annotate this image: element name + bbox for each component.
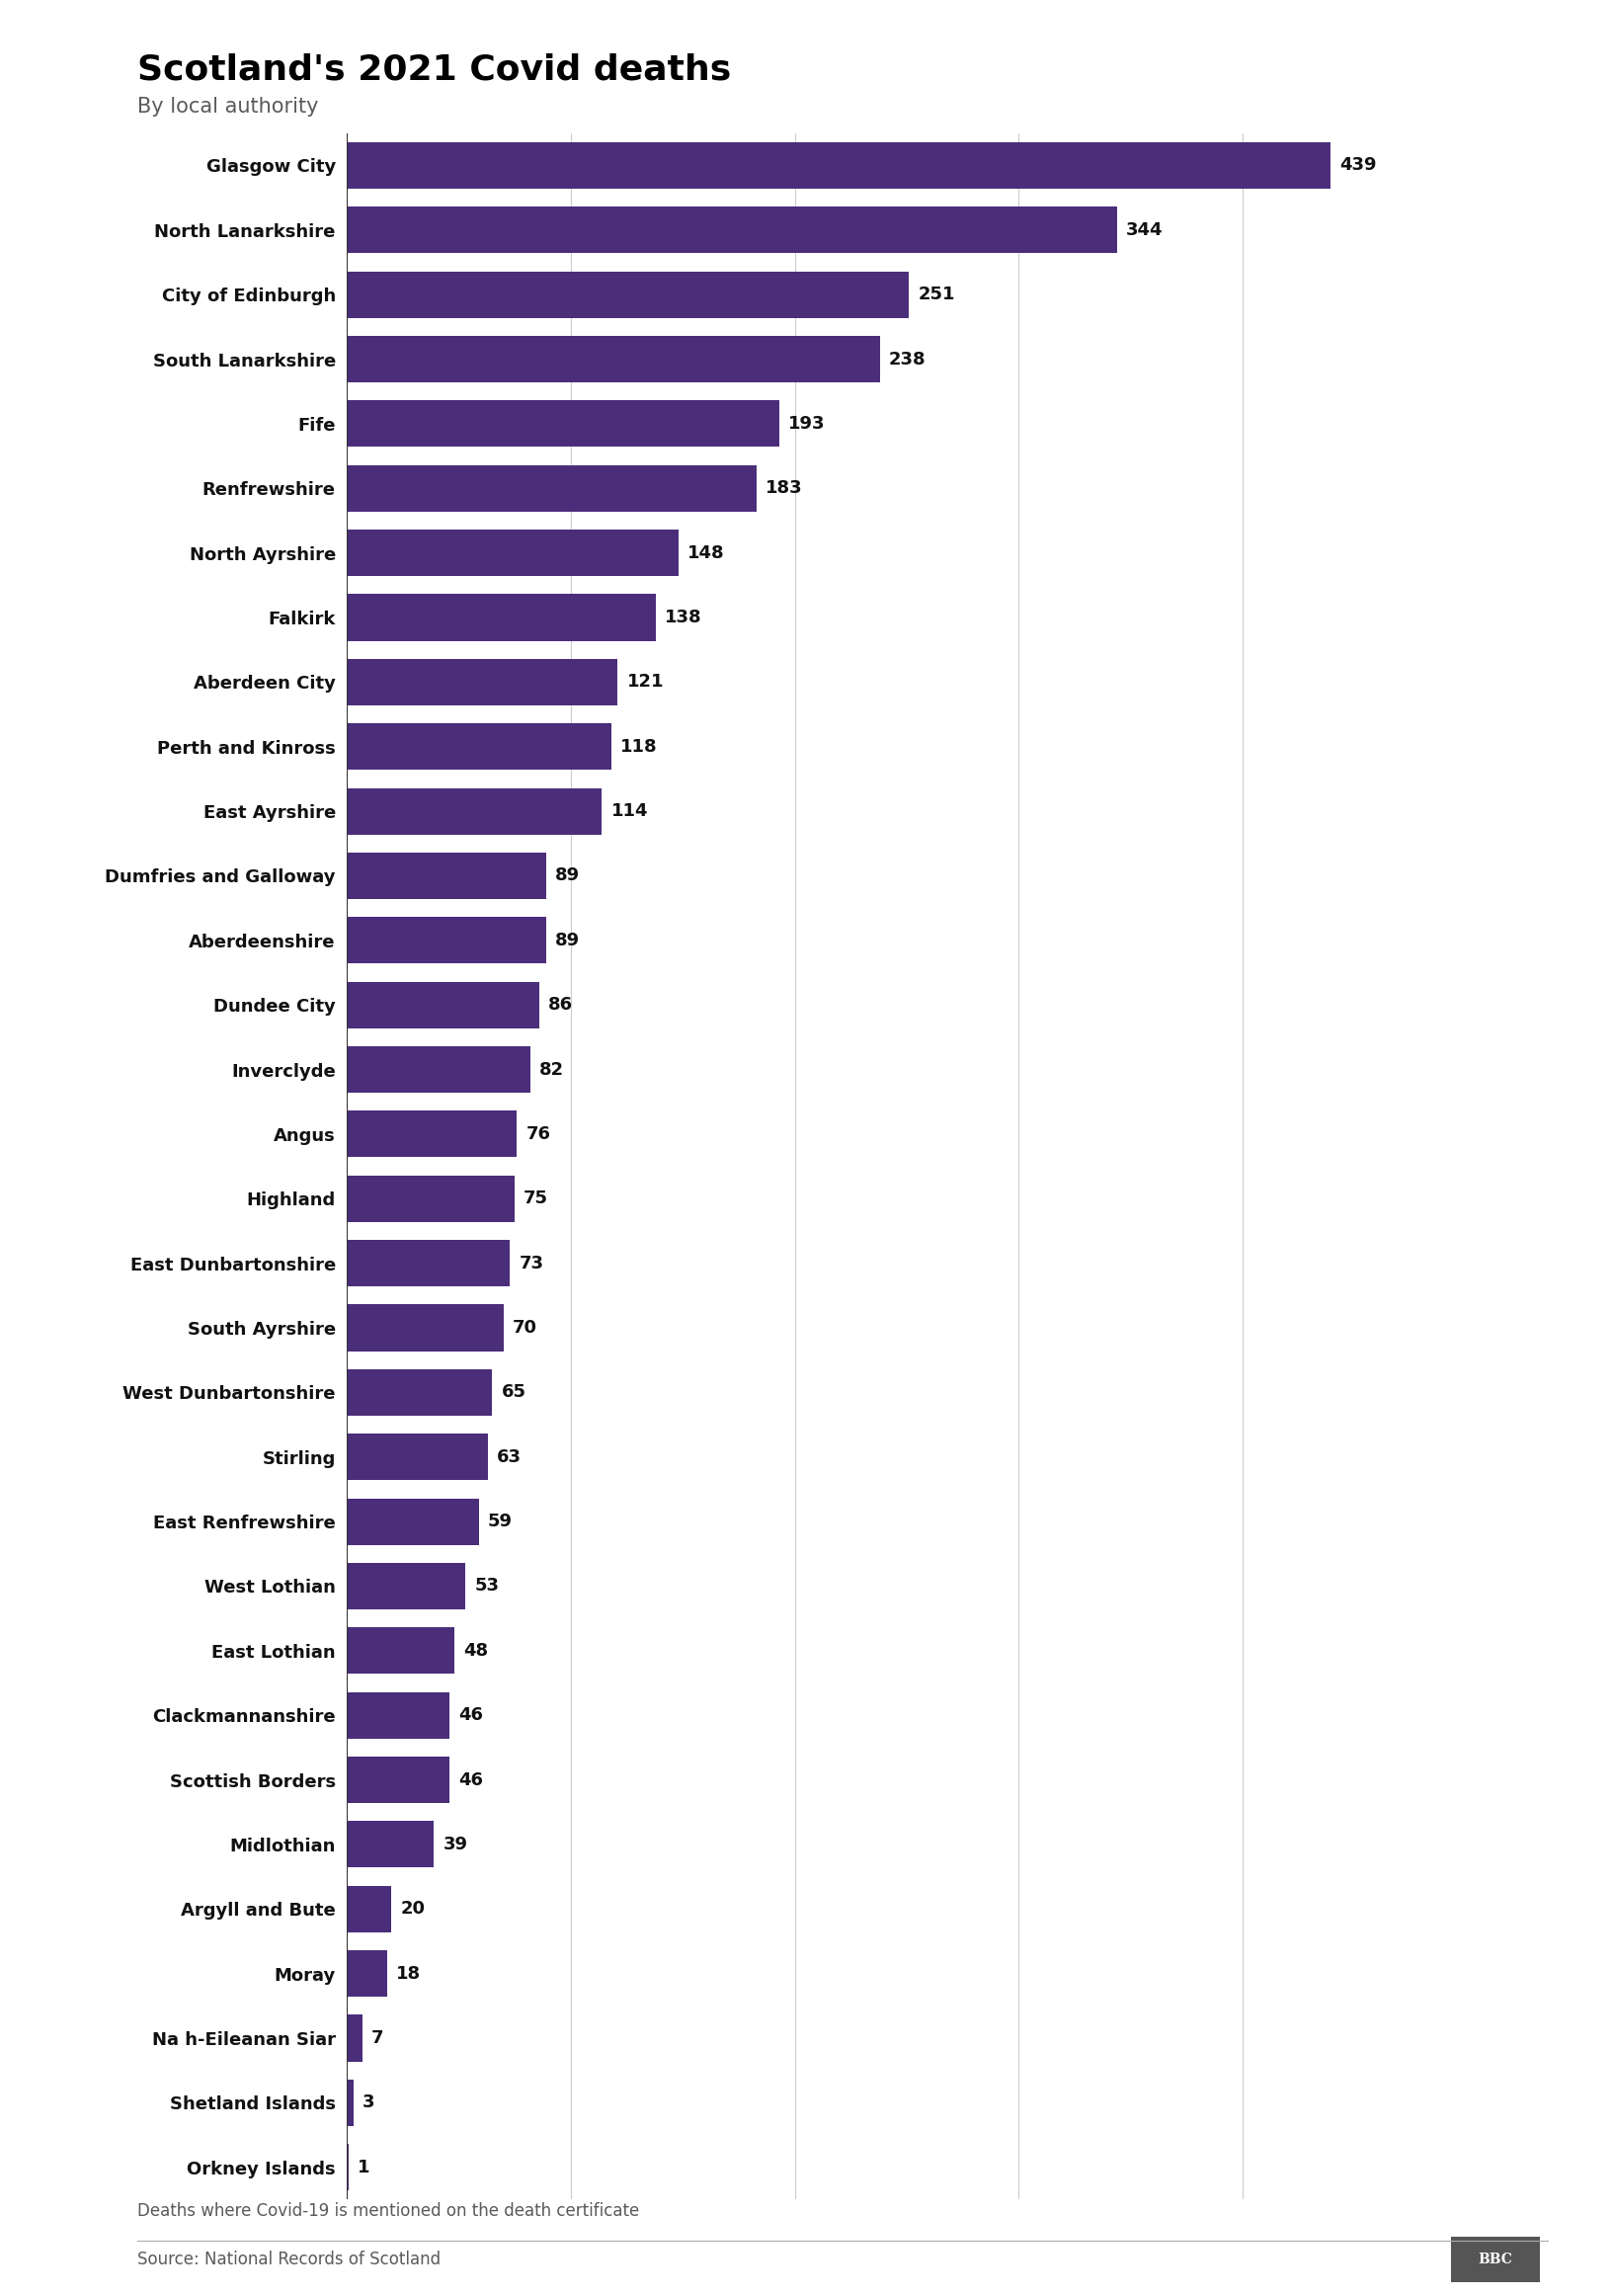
Bar [347, 271, 909, 317]
Bar [347, 595, 656, 641]
Text: 238: 238 [888, 351, 925, 367]
Text: 75: 75 [524, 1189, 548, 1208]
Bar [347, 2144, 348, 2190]
Bar [347, 1304, 503, 1350]
Text: 63: 63 [496, 1449, 521, 1465]
Bar [347, 916, 546, 964]
Bar [347, 1821, 434, 1867]
Bar [347, 1047, 530, 1093]
Bar [347, 1628, 455, 1674]
Text: 439: 439 [1340, 156, 1377, 174]
Text: 344: 344 [1127, 220, 1164, 239]
Bar [347, 1499, 479, 1545]
Text: Scotland's 2021 Covid deaths: Scotland's 2021 Covid deaths [137, 53, 730, 87]
Bar [347, 1564, 466, 1609]
Bar [347, 852, 546, 900]
Text: 86: 86 [548, 996, 572, 1015]
Text: 76: 76 [526, 1125, 551, 1143]
Text: Source: National Records of Scotland: Source: National Records of Scotland [137, 2250, 440, 2268]
Text: BBC: BBC [1478, 2252, 1512, 2266]
Bar [347, 2016, 363, 2062]
Bar [347, 400, 779, 448]
Text: 82: 82 [540, 1061, 564, 1079]
Text: 114: 114 [611, 801, 648, 820]
Text: 193: 193 [788, 416, 825, 432]
Text: 251: 251 [917, 285, 954, 303]
Bar [347, 788, 601, 833]
Text: 89: 89 [555, 932, 580, 948]
Bar [347, 1176, 514, 1221]
Text: 73: 73 [519, 1254, 543, 1272]
Text: 7: 7 [371, 2030, 384, 2048]
Text: 1: 1 [358, 2158, 371, 2177]
Bar [347, 1433, 488, 1481]
Bar [347, 530, 679, 576]
Text: 48: 48 [463, 1642, 488, 1660]
Text: 70: 70 [513, 1318, 537, 1336]
Text: 65: 65 [501, 1384, 526, 1401]
Text: 148: 148 [687, 544, 724, 563]
Bar [347, 466, 756, 512]
Bar [347, 2080, 353, 2126]
Bar [347, 1368, 492, 1417]
Text: 20: 20 [400, 1901, 426, 1917]
Bar [347, 983, 540, 1029]
Bar [347, 1240, 509, 1286]
Bar [347, 1692, 450, 1738]
Bar [347, 1756, 450, 1802]
Text: 53: 53 [474, 1577, 500, 1596]
Text: 46: 46 [459, 1706, 484, 1724]
Text: 121: 121 [627, 673, 664, 691]
Bar [347, 207, 1117, 253]
Bar [347, 142, 1330, 188]
Text: Deaths where Covid-19 is mentioned on the death certificate: Deaths where Covid-19 is mentioned on th… [137, 2202, 638, 2220]
Text: 39: 39 [443, 1835, 467, 1853]
Text: 59: 59 [488, 1513, 513, 1531]
Text: 138: 138 [664, 608, 701, 627]
Bar [347, 1885, 392, 1933]
Bar [347, 1111, 517, 1157]
Text: 183: 183 [766, 480, 803, 498]
Text: 18: 18 [397, 1965, 421, 1981]
Text: 3: 3 [363, 2094, 374, 2112]
Bar [347, 723, 611, 769]
Bar [347, 335, 880, 383]
Text: 46: 46 [459, 1770, 484, 1789]
Text: 89: 89 [555, 868, 580, 884]
Bar [347, 1949, 387, 1998]
Text: By local authority: By local authority [137, 96, 318, 117]
Text: 118: 118 [621, 737, 658, 755]
Bar [347, 659, 617, 705]
